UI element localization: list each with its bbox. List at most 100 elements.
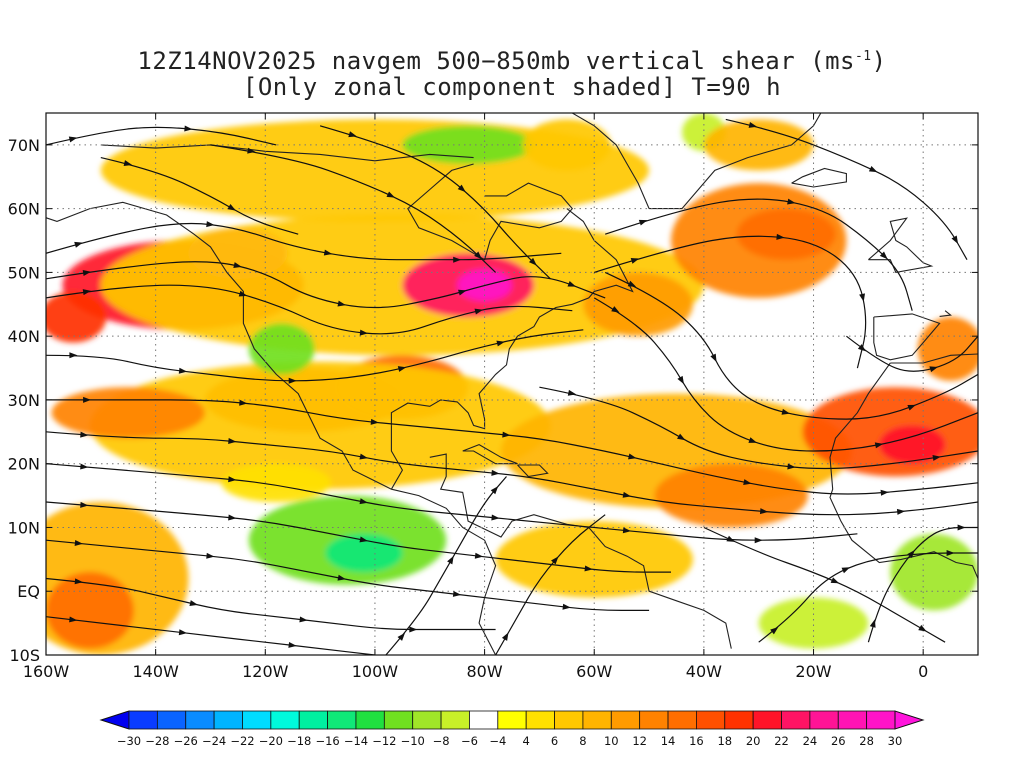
streamline-arrow [348, 131, 357, 138]
streamline-arrow [370, 418, 379, 425]
colorbar: −30 −28 −26 −24 −22 −20 −18 −16 −14 −12 −10 −8 −6 −4 4… [99, 710, 925, 748]
streamline-arrow [227, 203, 236, 211]
plot-frame [45, 112, 979, 656]
streamline-arrow [359, 329, 368, 336]
colorbar-label: 24 [803, 734, 818, 748]
colorbar-label: −22 [230, 734, 254, 748]
streamline-arrow [69, 352, 78, 359]
colorbar-box [355, 710, 385, 730]
streamline [46, 126, 277, 146]
streamline-arrow [82, 289, 92, 296]
colorbar-box [185, 710, 215, 730]
lon-tick-label: 20W [795, 662, 831, 681]
streamline-arrow [359, 536, 368, 543]
streamline-arrow [239, 399, 248, 406]
colorbar-high-triangle [894, 710, 925, 730]
colorbar-label: −26 [174, 734, 198, 748]
colorbar-label: −10 [401, 734, 425, 748]
streamline-arrow [74, 241, 83, 248]
coastline [390, 208, 634, 430]
streamline-arrow [288, 641, 297, 648]
streamline [100, 157, 299, 235]
colorbar-label: 16 [689, 734, 704, 748]
streamline-arrow [932, 454, 941, 461]
colorbar-label: −12 [372, 734, 396, 748]
streamline-arrow [490, 486, 499, 495]
colorbar-label: −20 [259, 734, 283, 748]
streamline-arrow [474, 251, 482, 260]
colorbar-box [469, 710, 499, 730]
streamline-arrow [929, 366, 938, 373]
streamline-arrow [677, 375, 684, 385]
colorbar-label: −18 [287, 734, 311, 748]
colorbar-box [242, 710, 272, 730]
shear-blob [221, 463, 332, 502]
streamline-arrow [743, 479, 752, 485]
streamline-arrow [710, 353, 717, 363]
streamline-arrow [80, 431, 89, 438]
streamline-arrow [299, 616, 308, 623]
streamline-arrow [337, 574, 346, 581]
streamline-arrow [474, 308, 483, 315]
streamline-arrow [748, 121, 758, 128]
streamline-arrow [83, 396, 92, 403]
streamline [46, 261, 606, 309]
streamline-arrow [567, 389, 577, 396]
streamline-arrow [830, 577, 840, 584]
streamline [539, 386, 978, 470]
coastline [407, 163, 574, 261]
streamline-arrow [397, 366, 407, 372]
title-line-2: [Only zonal component shaded] T=90 h [242, 73, 782, 101]
colorbar-box [809, 710, 839, 730]
streamline-arrow [228, 438, 237, 445]
streamline-arrow [68, 136, 78, 143]
streamline-arrow [562, 603, 571, 610]
streamline-arrow [869, 619, 876, 628]
coastline [939, 310, 952, 317]
coastline [46, 201, 497, 655]
streamline-arrow [896, 508, 906, 515]
lat-tick-label: EQ [17, 582, 40, 601]
lat-tick-label: 50N [8, 263, 40, 282]
shear-blob [879, 425, 946, 464]
shear-blob [890, 533, 978, 611]
colorbar-box [781, 710, 811, 730]
lat-tick-label: 30N [8, 391, 40, 410]
shear-blob [522, 119, 611, 171]
shear-blob [654, 463, 809, 528]
streamline-arrow [74, 540, 83, 547]
streamline-arrow [567, 280, 577, 287]
colorbar-box [610, 710, 641, 730]
streamline-arrow [841, 567, 851, 574]
lat-tick-label: 40N [8, 327, 40, 346]
streamline-arrow [337, 300, 346, 307]
streamline-arrow [770, 627, 779, 635]
shear-streamlines [46, 118, 978, 655]
colorbar-box [128, 710, 158, 730]
streamline-arrow [879, 251, 888, 260]
shear-blob [46, 291, 107, 343]
streamline-arrow [397, 632, 406, 641]
streamline [46, 329, 584, 382]
streamline [46, 284, 573, 335]
colorbar-box [497, 710, 527, 730]
streamline-arrow [238, 290, 248, 297]
colorbar-box [213, 710, 243, 730]
streamline-arrow [502, 431, 511, 438]
streamline-arrow [359, 453, 368, 460]
lon-tick-label: 160W [23, 662, 70, 681]
streamline-arrow [622, 491, 632, 498]
lat-tick-label: 10N [8, 518, 40, 537]
streamline-arrow [457, 184, 466, 193]
streamline [846, 335, 978, 372]
streamline-arrow [386, 191, 396, 198]
coastline [829, 362, 978, 579]
coastline [868, 217, 934, 274]
streamline-arrow [584, 565, 593, 572]
streamline-arrow [447, 555, 454, 565]
colorbar-low-triangle [99, 710, 130, 730]
coastline [649, 113, 822, 210]
streamline-arrow [453, 256, 462, 263]
colorbar-box [298, 710, 328, 730]
